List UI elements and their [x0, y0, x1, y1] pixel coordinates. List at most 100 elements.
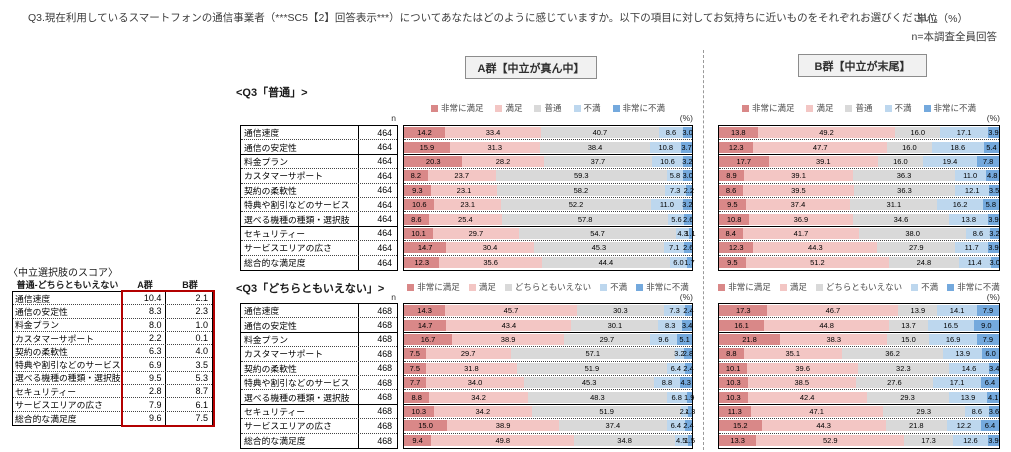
- bar-segment: 12.6: [952, 435, 989, 447]
- bar-segment: 4.5: [674, 435, 688, 447]
- bar-segment: 16.9: [929, 333, 977, 345]
- bar-value: 2.4: [683, 306, 694, 316]
- score-row: 料金プラン 8.0 1.0: [13, 318, 212, 332]
- bar-value: 30.1: [607, 320, 623, 330]
- bar-segment: 34.2: [433, 405, 533, 417]
- row-n-value: 464: [377, 127, 392, 138]
- bar-segment: 51.9: [517, 362, 667, 374]
- table-row: 料金プラン 468: [241, 332, 397, 348]
- bar-segment: 35.1: [743, 348, 842, 360]
- bar-row: 14.7 30.4 45.3 7.1 2.6: [404, 241, 693, 256]
- legend-swatch-icon: [430, 104, 438, 112]
- bar-value: 25.4: [458, 214, 473, 224]
- bar-value: 17.7: [736, 156, 752, 166]
- bar-value: 54.7: [590, 228, 605, 238]
- row-label: 特典や割引などのサービス: [241, 375, 359, 390]
- score-value-b: 7.5: [195, 413, 209, 424]
- legend-label: 非常に満足: [728, 282, 771, 292]
- bar-value: 5.4: [986, 142, 997, 152]
- bar-value: 9.0: [981, 320, 992, 330]
- bar-value: 16.2: [952, 200, 968, 210]
- table-row: 料金プラン 464: [241, 154, 397, 170]
- bar-value: 5.1: [679, 334, 690, 344]
- legend-label: 非常に不満: [957, 282, 1000, 292]
- legend-item: どちらともいえない: [504, 281, 591, 293]
- score-value-b: 4.0: [195, 346, 209, 357]
- stacked-bar: 8.8 35.1 36.2 13.9 6.0: [719, 348, 999, 360]
- stacked-bar: 9.4 49.8 34.8 4.5 1.5: [404, 435, 695, 447]
- bar-value: 17.3: [921, 436, 936, 446]
- bar-value: 16.1: [734, 320, 749, 330]
- row-label: 料金プラン: [241, 154, 359, 169]
- score-row: サービスエリアの広さ 7.9 6.1: [13, 398, 212, 412]
- bar-value: 10.6: [411, 200, 427, 210]
- bar-segment: 43.4: [446, 319, 572, 331]
- bar-value: 39.5: [791, 185, 806, 195]
- bar-value: 44.3: [816, 421, 831, 431]
- legend-item: 不満: [600, 281, 627, 293]
- page-title: Q3.現在利用しているスマートフォンの通信事業者（***SC5【2】回答表示**…: [28, 12, 945, 24]
- bar-segment: 8.8: [654, 377, 680, 389]
- legend-label: どちらともいえない: [825, 282, 903, 292]
- bar-value: 11.0: [963, 171, 978, 181]
- score-row: 選べる機種の種類・選択肢 9.5 5.3: [13, 371, 212, 386]
- bar-value: 12.3: [728, 142, 744, 152]
- bar-segment: 2.4: [683, 420, 694, 432]
- bar-value: 35.6: [483, 258, 498, 268]
- row-n-value: 468: [377, 377, 392, 388]
- score-row-label: カスタマーサポート: [13, 331, 123, 345]
- bar-value: 17.3: [735, 306, 751, 316]
- table-row: 特典や割引などのサービス 468: [241, 375, 397, 391]
- bar-segment: 7.5: [404, 362, 426, 374]
- bar-segment: 7.9: [976, 333, 999, 345]
- bar-row: 10.8 36.9 34.6 13.8 3.9: [719, 212, 999, 227]
- bar-value: 10.8: [658, 142, 674, 152]
- legend-item: 満足: [806, 102, 833, 114]
- bar-value: 1.3: [684, 406, 696, 416]
- bar-row: 9.5 51.2 24.8 11.4 3.0: [719, 256, 1000, 270]
- legend-swatch-icon: [923, 104, 931, 112]
- bar-segment: 2.8: [683, 348, 693, 360]
- bar-segment: 10.3: [404, 405, 434, 417]
- bar-segment: 6.4: [666, 420, 686, 432]
- bar-value: 11.3: [727, 406, 742, 416]
- bar-value: 3.9: [988, 436, 999, 446]
- stacked-bar: 8.6 25.4 57.8 5.6 2.6: [404, 213, 693, 225]
- bar-value: 3.2: [989, 228, 1000, 238]
- legend-label: 普通: [544, 103, 562, 113]
- legend-item: 非常に満足: [407, 281, 460, 293]
- legend-label: 普通: [855, 103, 873, 113]
- score-row: カスタマーサポート 2.2 0.1: [13, 331, 212, 346]
- chart2-n-col-header: n: [391, 292, 396, 302]
- bar-value: 51.2: [810, 258, 825, 268]
- bar-segment: 12.3: [404, 257, 440, 269]
- bar-segment: 9.0: [973, 319, 999, 331]
- bar-value: 7.7: [409, 378, 421, 388]
- row-label: 選べる機種の種類・選択肢: [241, 390, 359, 404]
- legend-item: 非常に不満: [612, 102, 665, 114]
- bar-segment: 9.4: [404, 435, 432, 447]
- legend-item: 非常に不満: [636, 281, 689, 293]
- legend-swatch-icon: [600, 283, 608, 291]
- bar-segment: 58.2: [497, 184, 665, 196]
- bar-segment: 37.4: [559, 420, 667, 432]
- bar-segment: 30.4: [446, 242, 534, 254]
- bar-value: 6.0: [673, 258, 684, 268]
- score-value-a: 10.4: [123, 292, 167, 305]
- bar-value: 13.8: [731, 128, 746, 138]
- row-label: 総合的な満足度: [241, 433, 359, 448]
- bar-segment: 16.7: [404, 333, 453, 345]
- bar-value: 8.6: [971, 406, 983, 416]
- bar-value: 35.1: [785, 349, 801, 359]
- legend-swatch-icon: [612, 104, 620, 112]
- bar-segment: 17.7: [719, 155, 769, 167]
- bar-segment: 46.7: [767, 305, 899, 317]
- legend-swatch-icon: [407, 283, 415, 291]
- bar-segment: 12.3: [719, 141, 754, 153]
- stacked-bar: 13.8 49.2 16.0 17.1 3.9: [719, 127, 999, 139]
- chart2-bars-panel-a: 14.3 45.7 30.3 7.3 2.4 14.7 43.4 30.1 8.3 3.4 16.7…: [403, 303, 696, 449]
- bar-segment: 16.0: [886, 141, 932, 153]
- bar-segment: 34.6: [852, 213, 950, 225]
- bar-value: 16.5: [943, 320, 959, 330]
- bar-segment: 25.4: [428, 213, 502, 225]
